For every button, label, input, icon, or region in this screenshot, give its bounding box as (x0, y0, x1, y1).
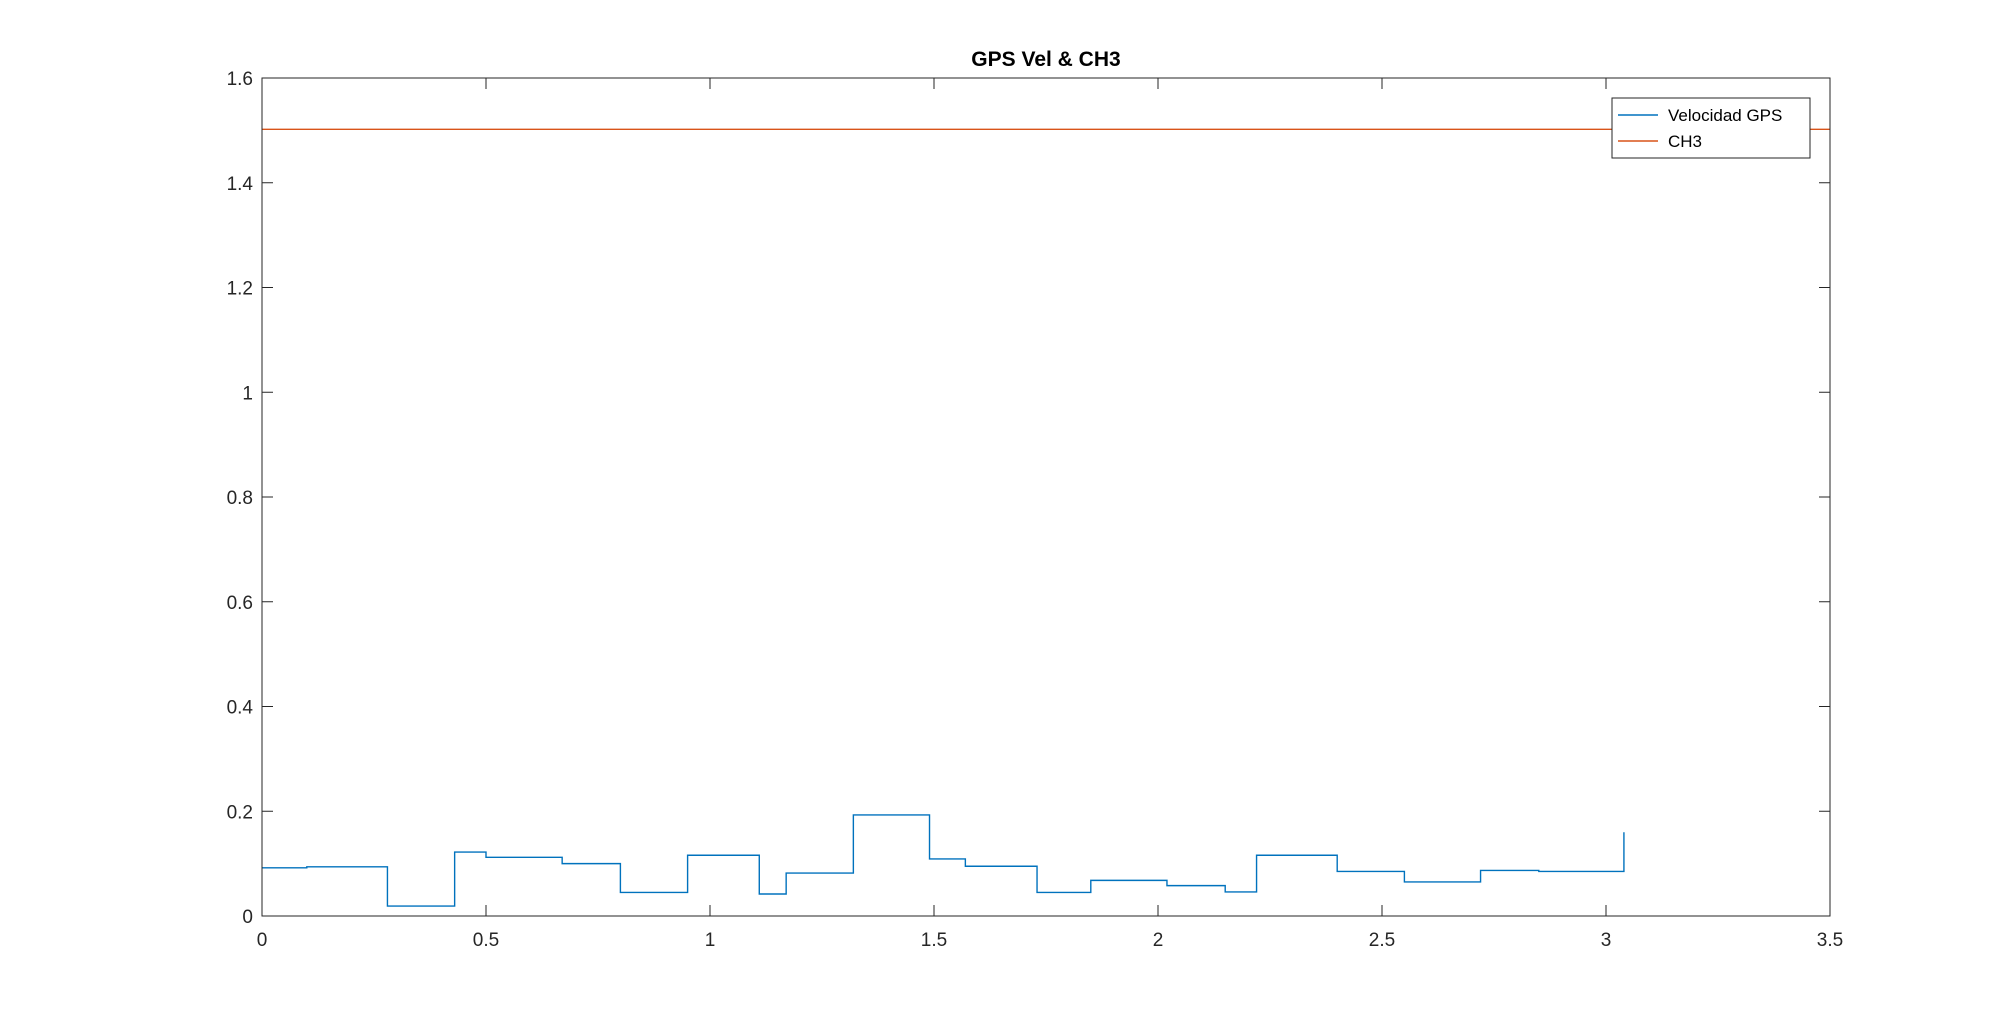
y-tick-label: 0.2 (227, 802, 253, 823)
y-tick-label: 1 (242, 383, 253, 404)
y-tick-label: 1.4 (227, 174, 254, 195)
axes-box (261, 77, 1831, 917)
legend-box (1611, 97, 1811, 159)
plot-area (262, 78, 1830, 916)
y-tick-label: 0.4 (227, 698, 254, 719)
series-layer (262, 128, 1830, 907)
series-line-0 (262, 814, 1625, 907)
ticks-layer: 0 0.5 1 1.5 2 2.5 3 3.5 0 0.2 0.4 0.6 0.8 1 1.2 1.4 1.6 (227, 69, 1844, 951)
y-tick-label: 0.6 (227, 593, 253, 614)
legend-label: Velocidad GPS (1668, 106, 1782, 125)
x-tick-label: 0.5 (473, 930, 499, 951)
x-tick-label: 1.5 (921, 930, 947, 951)
legend: Velocidad GPS CH3 (1611, 97, 1811, 159)
y-tick-label: 0 (242, 907, 253, 928)
x-tick-label: 2 (1153, 930, 1164, 951)
x-tick-label: 1 (705, 930, 716, 951)
y-tick-label: 1.6 (227, 69, 253, 90)
y-tick-label: 0.8 (227, 488, 253, 509)
legend-label: CH3 (1668, 132, 1702, 151)
x-tick-label: 3.5 (1817, 930, 1843, 951)
x-tick-label: 3 (1601, 930, 1612, 951)
chart-title: GPS Vel & CH3 (971, 48, 1120, 71)
y-tick-label: 1.2 (227, 279, 253, 300)
x-tick-label: 0 (257, 930, 268, 951)
x-tick-label: 2.5 (1369, 930, 1395, 951)
